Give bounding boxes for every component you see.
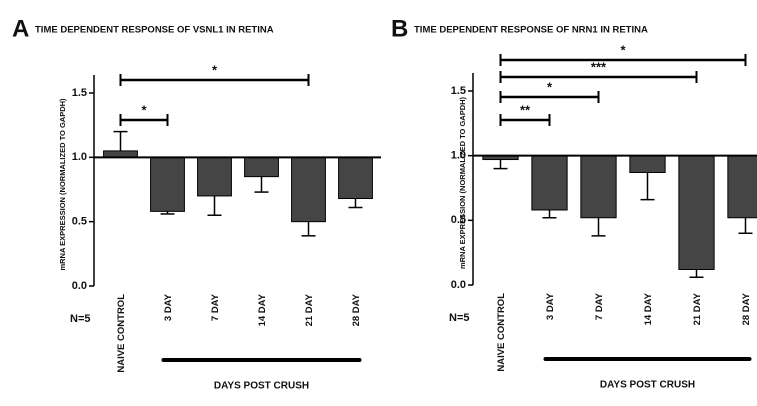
x-tick-label: NAIVE CONTROL	[116, 294, 127, 373]
panel-letter: B	[391, 15, 408, 42]
y-tick-label: 1.5	[72, 87, 87, 99]
significance-label: ***	[591, 59, 607, 74]
bar	[338, 156, 373, 200]
bar	[531, 155, 568, 211]
panel-letter: A	[12, 15, 29, 42]
bar	[291, 156, 326, 223]
chart-title: TIME DEPENDENT RESPONSE OF VSNL1 IN RETI…	[35, 25, 274, 36]
x-tick-label: 21 DAY	[304, 293, 315, 326]
sample-size: N=5	[70, 313, 91, 325]
y-tick-label: 0.5	[72, 216, 87, 228]
x-tick-label: 7 DAY	[210, 293, 221, 321]
significance-label: **	[520, 102, 531, 117]
y-tick-label: 1.0	[72, 151, 87, 163]
significance-label: *	[141, 102, 147, 117]
x-tick-label: 14 DAY	[643, 292, 654, 325]
x-tick-label: 3 DAY	[163, 293, 174, 321]
x-tick-label: NAIVE CONTROL	[496, 293, 507, 372]
y-axis-label: mRNA EXPRESSION (NORMALIZED TO GAPDH)	[58, 98, 67, 271]
x-tick-label: 7 DAY	[594, 292, 605, 320]
x-axis-label: DAYS POST CRUSH	[214, 381, 309, 392]
chart-title: TIME DEPENDENT RESPONSE OF NRN1 IN RETIN…	[414, 25, 648, 36]
bar	[629, 155, 666, 173]
y-tick-label: 1.5	[451, 85, 466, 97]
x-tick-label: 14 DAY	[257, 293, 268, 326]
y-tick-label: 0.0	[451, 279, 466, 291]
bar	[197, 156, 232, 197]
x-tick-label: 28 DAY	[741, 292, 752, 325]
bar	[678, 155, 715, 270]
x-tick-label: 21 DAY	[692, 292, 703, 325]
y-axis-label: mRNA EXPRESSION (NORMALIZED TO GAPDH)	[458, 96, 467, 269]
x-tick-label: 3 DAY	[545, 292, 556, 320]
bar	[244, 156, 279, 178]
sample-size: N=5	[449, 312, 470, 324]
y-tick-label: 1.0	[451, 150, 466, 162]
bar	[150, 156, 185, 212]
bar	[727, 155, 757, 219]
bar	[580, 155, 617, 219]
significance-label: *	[547, 79, 553, 94]
x-tick-label: 28 DAY	[351, 293, 362, 326]
significance-label: *	[212, 62, 218, 77]
y-tick-label: 0.0	[72, 280, 87, 292]
significance-label: *	[620, 42, 626, 57]
x-axis-label: DAYS POST CRUSH	[600, 380, 695, 391]
y-tick-label: 0.5	[451, 214, 466, 226]
